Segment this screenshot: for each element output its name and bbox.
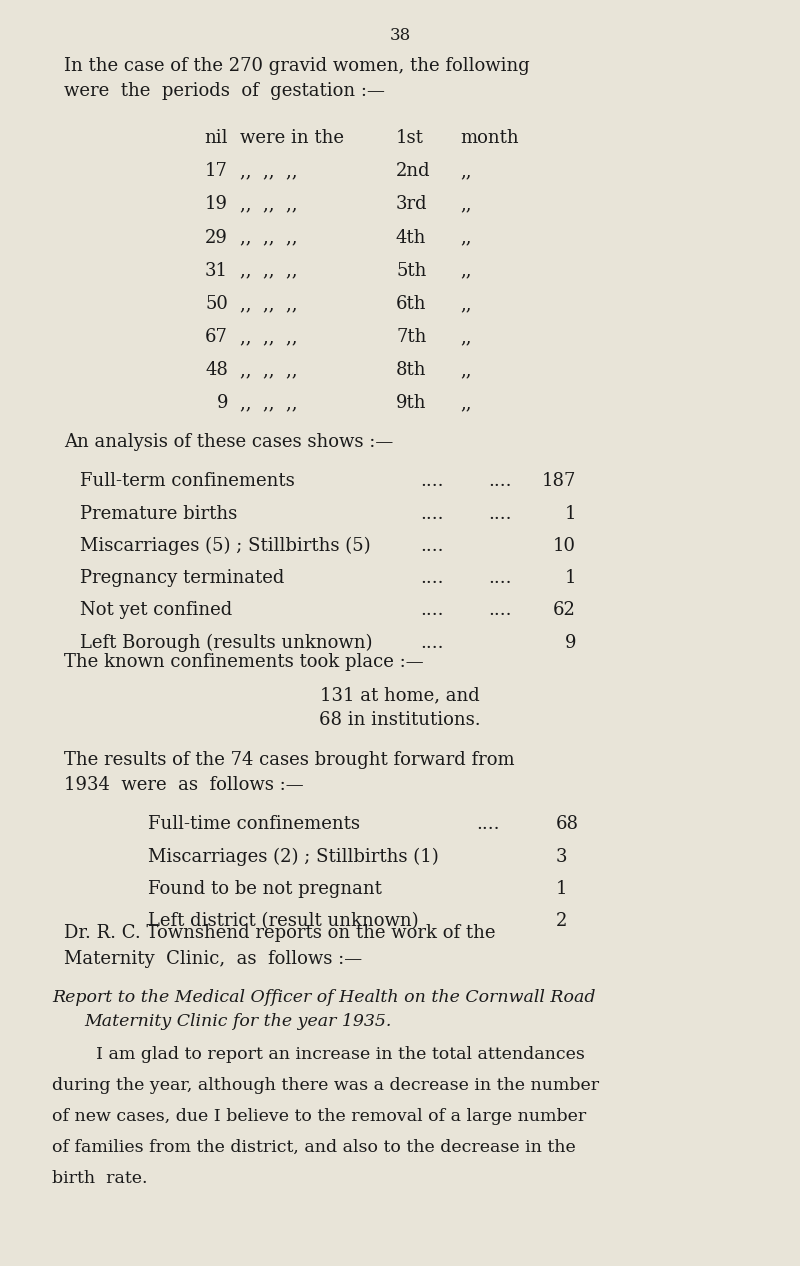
Text: 6th: 6th [396, 295, 426, 313]
Text: The known confinements took place :—: The known confinements took place :— [64, 653, 424, 671]
Text: ,,: ,, [460, 295, 471, 313]
Text: ....: .... [420, 472, 443, 490]
Text: Miscarriages (5) ; Stillbirths (5): Miscarriages (5) ; Stillbirths (5) [80, 537, 370, 555]
Text: Found to be not pregnant: Found to be not pregnant [148, 880, 382, 898]
Text: Full-term confinements: Full-term confinements [80, 472, 294, 490]
Text: 68: 68 [556, 815, 579, 833]
Text: ....: .... [488, 472, 511, 490]
Text: ,,  ,,  ,,: ,, ,, ,, [240, 162, 298, 180]
Text: ....: .... [488, 504, 511, 523]
Text: ,,: ,, [460, 229, 471, 247]
Text: 68 in institutions.: 68 in institutions. [319, 711, 481, 729]
Text: birth  rate.: birth rate. [52, 1170, 147, 1186]
Text: ....: .... [488, 570, 511, 587]
Text: ....: .... [420, 504, 443, 523]
Text: ,,  ,,  ,,: ,, ,, ,, [240, 295, 298, 313]
Text: ,,  ,,  ,,: ,, ,, ,, [240, 361, 298, 380]
Text: ,,  ,,  ,,: ,, ,, ,, [240, 229, 298, 247]
Text: ,,  ,,  ,,: ,, ,, ,, [240, 195, 298, 214]
Text: of new cases, due I believe to the removal of a large number: of new cases, due I believe to the remov… [52, 1108, 586, 1124]
Text: 50: 50 [205, 295, 228, 313]
Text: ,,  ,,  ,,: ,, ,, ,, [240, 395, 298, 413]
Text: ,,: ,, [460, 395, 471, 413]
Text: Miscarriages (2) ; Stillbirths (1): Miscarriages (2) ; Stillbirths (1) [148, 848, 438, 866]
Text: ....: .... [420, 537, 443, 555]
Text: ,,: ,, [460, 262, 471, 280]
Text: 7th: 7th [396, 328, 426, 346]
Text: of families from the district, and also to the decrease in the: of families from the district, and also … [52, 1139, 576, 1156]
Text: ....: .... [420, 634, 443, 652]
Text: 31: 31 [205, 262, 228, 280]
Text: month: month [460, 129, 518, 147]
Text: Report to the Medical Officer of Health on the Cornwall Road: Report to the Medical Officer of Health … [52, 989, 595, 1005]
Text: 17: 17 [205, 162, 228, 180]
Text: Maternity  Clinic,  as  follows :—: Maternity Clinic, as follows :— [64, 950, 362, 967]
Text: 9: 9 [565, 634, 576, 652]
Text: Maternity Clinic for the year 1935.: Maternity Clinic for the year 1935. [84, 1013, 391, 1029]
Text: nil: nil [205, 129, 228, 147]
Text: 1934  were  as  follows :—: 1934 were as follows :— [64, 776, 304, 794]
Text: were in the: were in the [240, 129, 344, 147]
Text: ,,  ,,  ,,: ,, ,, ,, [240, 262, 298, 280]
Text: Not yet confined: Not yet confined [80, 601, 232, 619]
Text: ....: .... [476, 815, 499, 833]
Text: 10: 10 [553, 537, 576, 555]
Text: 2: 2 [556, 912, 567, 931]
Text: Left district (result unknown): Left district (result unknown) [148, 912, 418, 931]
Text: 19: 19 [205, 195, 228, 214]
Text: during the year, although there was a decrease in the number: during the year, although there was a de… [52, 1076, 599, 1094]
Text: ,,: ,, [460, 328, 471, 346]
Text: Premature births: Premature births [80, 504, 238, 523]
Text: 1: 1 [556, 880, 567, 898]
Text: I am glad to report an increase in the total attendances: I am glad to report an increase in the t… [52, 1046, 585, 1062]
Text: 1: 1 [565, 570, 576, 587]
Text: ,,: ,, [460, 195, 471, 214]
Text: ....: .... [488, 601, 511, 619]
Text: 8th: 8th [396, 361, 426, 380]
Text: 3: 3 [556, 848, 567, 866]
Text: 1st: 1st [396, 129, 424, 147]
Text: ....: .... [420, 570, 443, 587]
Text: Dr. R. C. Townshend reports on the work of the: Dr. R. C. Townshend reports on the work … [64, 924, 495, 942]
Text: ....: .... [420, 601, 443, 619]
Text: 29: 29 [205, 229, 228, 247]
Text: 187: 187 [542, 472, 576, 490]
Text: 5th: 5th [396, 262, 426, 280]
Text: 2nd: 2nd [396, 162, 430, 180]
Text: were  the  periods  of  gestation :—: were the periods of gestation :— [64, 82, 385, 100]
Text: An analysis of these cases shows :—: An analysis of these cases shows :— [64, 433, 394, 451]
Text: 1: 1 [565, 504, 576, 523]
Text: The results of the 74 cases brought forward from: The results of the 74 cases brought forw… [64, 751, 514, 768]
Text: 4th: 4th [396, 229, 426, 247]
Text: 62: 62 [553, 601, 576, 619]
Text: In the case of the 270 gravid women, the following: In the case of the 270 gravid women, the… [64, 57, 530, 75]
Text: ,,: ,, [460, 361, 471, 380]
Text: ,,  ,,  ,,: ,, ,, ,, [240, 328, 298, 346]
Text: 67: 67 [205, 328, 228, 346]
Text: Full-time confinements: Full-time confinements [148, 815, 360, 833]
Text: 3rd: 3rd [396, 195, 428, 214]
Text: Pregnancy terminated: Pregnancy terminated [80, 570, 284, 587]
Text: 38: 38 [390, 27, 410, 43]
Text: ,,: ,, [460, 162, 471, 180]
Text: 9th: 9th [396, 395, 426, 413]
Text: Left Borough (results unknown): Left Borough (results unknown) [80, 634, 373, 652]
Text: 48: 48 [205, 361, 228, 380]
Text: 131 at home, and: 131 at home, and [320, 686, 480, 704]
Text: 9: 9 [217, 395, 228, 413]
